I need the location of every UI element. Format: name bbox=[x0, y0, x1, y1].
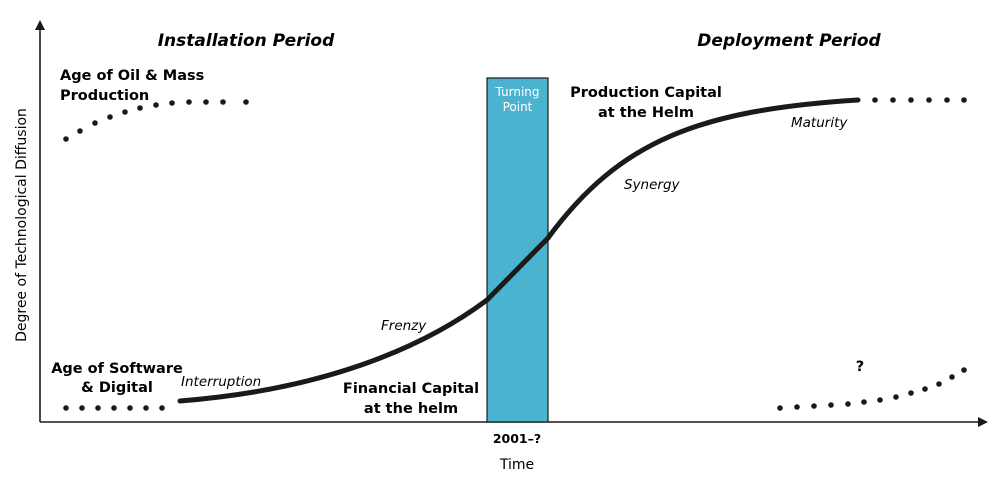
dot bbox=[169, 100, 175, 106]
production-capital-line1: Production Capital bbox=[570, 85, 722, 101]
dot bbox=[944, 97, 950, 103]
dot bbox=[159, 405, 165, 411]
dot bbox=[794, 404, 800, 410]
dot bbox=[186, 99, 192, 105]
phase-interruption: Interruption bbox=[181, 374, 261, 390]
dot bbox=[220, 99, 226, 105]
dot bbox=[111, 405, 117, 411]
deployment-period-title: Deployment Period bbox=[697, 31, 881, 51]
financial-capital-line2: at the helm bbox=[364, 401, 458, 417]
dot bbox=[893, 394, 899, 400]
y-axis-label: Degree of Technological Diffusion bbox=[14, 108, 30, 342]
phase-frenzy: Frenzy bbox=[381, 318, 427, 334]
financial-capital-line1: Financial Capital bbox=[343, 381, 479, 397]
phase-synergy: Synergy bbox=[624, 177, 681, 193]
dot bbox=[107, 114, 113, 120]
dot bbox=[908, 97, 914, 103]
dot bbox=[777, 405, 783, 411]
turning-point-label-line1: Turning bbox=[495, 85, 540, 99]
dot bbox=[890, 97, 896, 103]
dot bbox=[872, 97, 878, 103]
dot bbox=[92, 120, 98, 126]
x-axis-marker: 2001–? bbox=[493, 431, 541, 446]
production-capital-line2: at the Helm bbox=[598, 105, 694, 121]
dots-oil-curve bbox=[63, 99, 249, 142]
dot bbox=[828, 402, 834, 408]
dot bbox=[243, 99, 249, 105]
dot bbox=[203, 99, 209, 105]
dot bbox=[861, 399, 867, 405]
dots-maturity-tail bbox=[872, 97, 967, 103]
dot bbox=[922, 386, 928, 392]
age-oil-label-line1: Age of Oil & Mass bbox=[60, 68, 204, 84]
dot bbox=[961, 97, 967, 103]
dot bbox=[63, 405, 69, 411]
turning-point-label-line2: Point bbox=[503, 100, 533, 114]
dot bbox=[127, 405, 133, 411]
age-software-label-line2: & Digital bbox=[81, 380, 153, 396]
dots-next-curve bbox=[777, 367, 967, 411]
age-oil-label-line2: Production bbox=[60, 88, 149, 104]
dot bbox=[63, 136, 69, 142]
dots-software-start bbox=[63, 405, 165, 411]
dot bbox=[926, 97, 932, 103]
dot bbox=[95, 405, 101, 411]
dot bbox=[908, 390, 914, 396]
dot bbox=[143, 405, 149, 411]
dot bbox=[77, 128, 83, 134]
dot bbox=[811, 403, 817, 409]
dot bbox=[949, 374, 955, 380]
installation-period-title: Installation Period bbox=[158, 31, 335, 51]
age-software-label-line1: Age of Software bbox=[51, 361, 183, 377]
next-age-question: ? bbox=[856, 359, 864, 375]
dot bbox=[845, 401, 851, 407]
dot bbox=[122, 109, 128, 115]
main-s-curve bbox=[177, 97, 861, 404]
dot bbox=[153, 102, 159, 108]
dot bbox=[877, 397, 883, 403]
dot bbox=[961, 367, 967, 373]
dot bbox=[936, 381, 942, 387]
x-axis-label: Time bbox=[499, 457, 534, 473]
dot bbox=[79, 405, 85, 411]
dot bbox=[137, 105, 143, 111]
phase-maturity: Maturity bbox=[791, 115, 848, 131]
